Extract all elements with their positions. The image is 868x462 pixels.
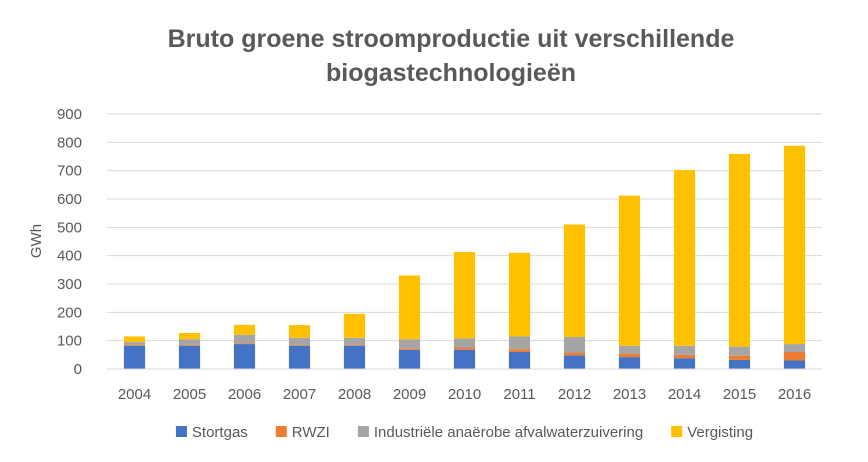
bar-segment [783, 145, 806, 345]
legend-item: Vergisting [671, 424, 753, 441]
bar-segment [783, 352, 806, 361]
bar-segment [123, 336, 146, 343]
bar-segment [728, 359, 751, 369]
x-tick-label: 2008 [338, 386, 371, 403]
y-tick-label: 100 [57, 333, 82, 350]
legend-label: Stortgas [192, 424, 248, 441]
bar-segment [398, 275, 421, 340]
bar-segment [618, 357, 641, 369]
legend-label: RWZI [292, 424, 330, 441]
bar-segment [563, 355, 586, 369]
bar-segment [123, 344, 146, 346]
bar-segment [288, 345, 311, 369]
legend-label: Vergisting [687, 424, 753, 441]
bar-segment [233, 343, 256, 345]
bar-segment [453, 251, 476, 339]
bar-segment [178, 344, 201, 346]
bar-segment [123, 345, 146, 369]
bar-segment [123, 342, 146, 345]
y-axis-title: GWh [28, 224, 45, 258]
legend-swatch [671, 426, 683, 437]
bar-segment [618, 195, 641, 346]
bars [123, 145, 806, 369]
bar-segment [453, 338, 476, 348]
bar-segment [178, 333, 201, 340]
bar-segment [673, 170, 696, 346]
chart-title-line-1: Bruto groene stroomproductie uit verschi… [168, 25, 735, 53]
x-tick-label: 2006 [228, 386, 261, 403]
y-tick-label: 600 [57, 191, 82, 208]
legend-swatch [357, 426, 369, 437]
bar-segment [343, 337, 366, 345]
legend-label: Industriële anaërobe afvalwaterzuivering [374, 424, 643, 441]
bar-segment [398, 339, 421, 349]
chart-title-line-2: biogastechnologieën [326, 59, 576, 87]
bar-segment [398, 349, 421, 369]
bar-segment [728, 355, 751, 360]
bar-segment [178, 345, 201, 369]
bar-segment [343, 313, 366, 338]
bar-segment [618, 345, 641, 354]
x-tick-label: 2010 [448, 386, 481, 403]
y-tick-label: 800 [57, 134, 82, 151]
y-tick-label: 900 [57, 106, 82, 123]
bar-segment [343, 344, 366, 346]
legend-item: Industriële anaërobe afvalwaterzuivering [357, 424, 643, 441]
x-tick-label: 2016 [778, 386, 811, 403]
y-tick-label: 200 [57, 304, 82, 321]
y-tick-label: 700 [57, 163, 82, 180]
x-tick-label: 2012 [558, 386, 591, 403]
x-tick-label: 2007 [283, 386, 316, 403]
x-tick-label: 2011 [503, 386, 535, 403]
bar-segment [508, 352, 531, 369]
bar-segment [288, 337, 311, 345]
bar-segment [233, 344, 256, 369]
bar-segment [233, 334, 256, 344]
y-axis-ticks: 0 100 200 300 400 500 600 700 800 900 [57, 106, 82, 378]
legend-swatch [275, 426, 287, 437]
bar-segment [563, 224, 586, 337]
legend-item: RWZI [275, 424, 330, 441]
x-tick-label: 2013 [613, 386, 646, 403]
bar-segment [673, 345, 696, 355]
x-tick-label: 2014 [668, 386, 701, 403]
y-tick-label: 300 [57, 276, 82, 293]
bar-segment [728, 153, 751, 347]
bar-segment [453, 347, 476, 350]
x-tick-label: 2015 [723, 386, 756, 403]
bar-segment [508, 336, 531, 350]
bar-segment [508, 252, 531, 337]
gridlines [107, 113, 822, 342]
legend-swatch [175, 426, 187, 437]
bar-segment [453, 349, 476, 369]
bar-segment [288, 325, 311, 338]
bar-segment [563, 352, 586, 356]
bar-segment [618, 353, 641, 358]
bar-segment [288, 344, 311, 346]
bar-segment [728, 346, 751, 356]
legend: Stortgas RWZI Industriële anaërobe afvalwa… [175, 424, 753, 441]
y-tick-label: 400 [57, 248, 82, 265]
bar-segment [178, 339, 201, 345]
x-tick-label: 2004 [118, 386, 151, 403]
bar-segment [783, 344, 806, 352]
x-tick-label: 2009 [393, 386, 426, 403]
bar-segment [508, 349, 531, 352]
bar-segment [398, 348, 421, 350]
y-tick-label: 0 [74, 361, 82, 378]
bar-segment [673, 354, 696, 359]
bar-segment [673, 358, 696, 369]
bar-segment [563, 336, 586, 353]
y-tick-label: 500 [57, 219, 82, 236]
legend-item: Stortgas [175, 424, 248, 441]
x-tick-label: 2005 [173, 386, 206, 403]
bar-segment [343, 345, 366, 369]
bar-segment [233, 324, 256, 335]
x-axis-ticks: 2004 2005 2006 2007 2008 2009 2010 2011 2012 2013… [118, 386, 811, 403]
bar-segment [783, 360, 806, 369]
